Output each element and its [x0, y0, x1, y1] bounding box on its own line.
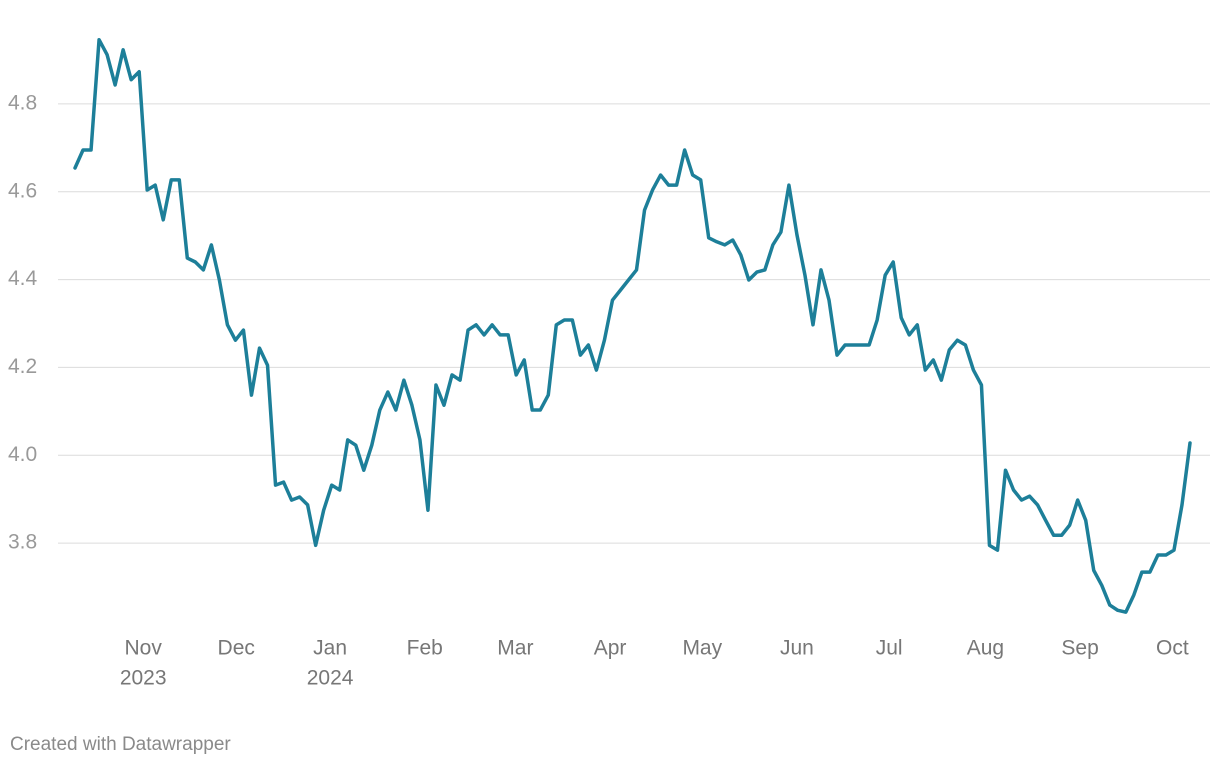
x-tick-year: 2024 [307, 667, 354, 690]
x-tick-label: Sep [1061, 637, 1098, 660]
x-tick-label: Apr [594, 637, 627, 660]
x-tick-label: Mar [497, 637, 533, 660]
x-tick-label: May [682, 637, 722, 660]
footer: Created with Datawrapper [10, 734, 231, 755]
x-tick-label: Oct [1156, 637, 1189, 660]
x-tick-label: Aug [967, 637, 1004, 660]
y-tick-label: 4.2 [8, 355, 37, 378]
x-tick-label: Nov [125, 637, 163, 660]
y-tick-label: 3.8 [8, 531, 37, 554]
y-tick-label: 4.4 [8, 267, 38, 290]
x-tick-label: Jul [876, 637, 903, 660]
x-tick-year: 2023 [120, 667, 167, 690]
y-tick-label: 4.0 [8, 443, 37, 466]
y-tick-label: 4.6 [8, 179, 37, 202]
line-series [73, 37, 1192, 614]
x-tick-label: Feb [407, 637, 443, 660]
x-tick-label: Jan [313, 637, 347, 660]
x-tick-label: Dec [218, 637, 255, 660]
x-tick-label: Jun [780, 637, 814, 660]
y-tick-label: 4.8 [8, 91, 37, 114]
